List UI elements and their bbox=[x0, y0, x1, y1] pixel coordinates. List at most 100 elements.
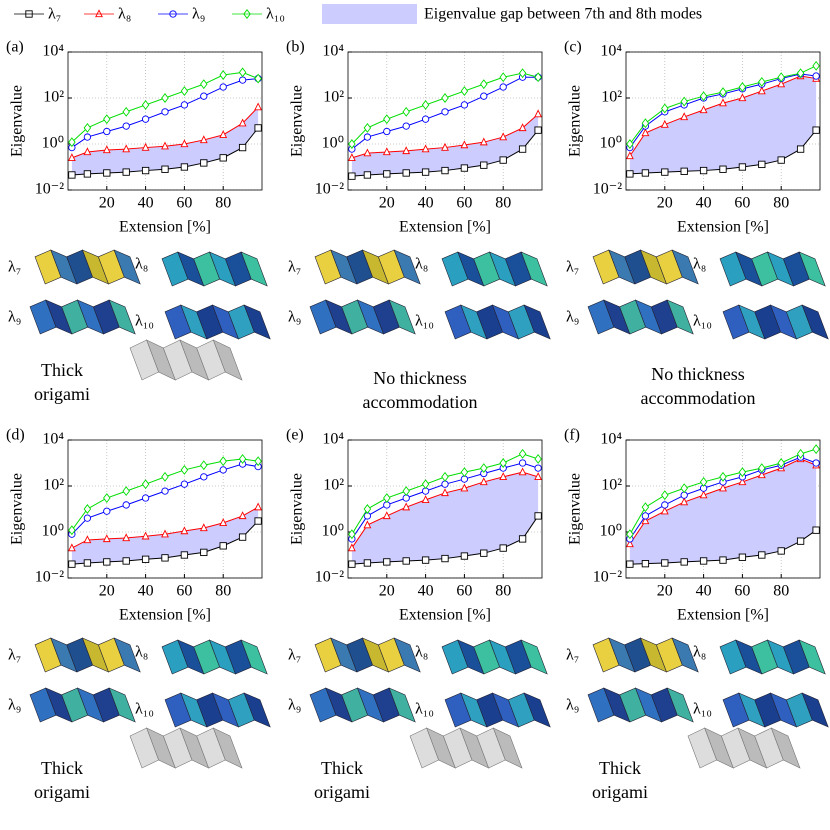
marker bbox=[141, 99, 150, 110]
marker bbox=[161, 165, 169, 173]
origami-panel bbox=[801, 692, 829, 728]
marker bbox=[402, 557, 410, 565]
y-tick-label: 10⁴ bbox=[600, 431, 622, 448]
marker bbox=[480, 92, 488, 100]
origami-panel bbox=[671, 637, 699, 673]
mode-label: λ₇ bbox=[8, 259, 21, 276]
marker bbox=[480, 161, 488, 169]
marker bbox=[421, 115, 430, 123]
marker bbox=[199, 135, 208, 144]
x-tick-label: 40 bbox=[138, 583, 154, 600]
marker bbox=[83, 514, 92, 522]
marker bbox=[796, 448, 805, 459]
origami-panel bbox=[388, 687, 416, 723]
origami-panel bbox=[113, 249, 141, 285]
origami-panel bbox=[212, 339, 243, 381]
origami-panel bbox=[770, 727, 801, 769]
marker bbox=[421, 168, 430, 176]
marker bbox=[238, 67, 247, 78]
marker bbox=[347, 153, 356, 161]
mode-label: λ₉ bbox=[288, 697, 301, 714]
mode-label: λ₇ bbox=[288, 259, 301, 276]
origami-panel bbox=[798, 251, 826, 287]
marker bbox=[383, 127, 391, 136]
x-axis-label: Extension [%] bbox=[677, 607, 769, 624]
mode-label: λ₈ bbox=[415, 644, 428, 661]
marker bbox=[161, 554, 169, 562]
origami-panel bbox=[113, 637, 141, 673]
marker bbox=[219, 542, 227, 550]
marker bbox=[699, 490, 708, 499]
marker bbox=[719, 165, 727, 173]
panel-label: (b) bbox=[286, 39, 305, 56]
marker bbox=[122, 557, 130, 565]
origami-panel bbox=[108, 299, 136, 335]
marker bbox=[441, 142, 449, 151]
marker bbox=[796, 68, 805, 79]
origami-panel bbox=[523, 304, 551, 340]
marker bbox=[460, 101, 469, 109]
legend-marker bbox=[243, 9, 251, 19]
mode-label: λ₁₀ bbox=[693, 313, 712, 330]
marker bbox=[383, 114, 391, 125]
marker bbox=[534, 464, 542, 472]
marker bbox=[200, 548, 208, 557]
marker bbox=[499, 83, 507, 91]
marker bbox=[347, 543, 356, 552]
marker bbox=[680, 96, 688, 107]
marker bbox=[421, 479, 430, 490]
marker bbox=[518, 68, 527, 79]
mode-label: λ₇ bbox=[566, 259, 579, 276]
y-tick-label: 10⁴ bbox=[600, 43, 622, 60]
marker bbox=[161, 141, 169, 150]
marker bbox=[103, 558, 111, 566]
mode-label: λ₈ bbox=[135, 256, 148, 273]
plot-frame bbox=[347, 439, 543, 579]
marker bbox=[83, 147, 92, 156]
marker bbox=[812, 526, 820, 534]
marker bbox=[238, 143, 247, 152]
legend-swatch bbox=[322, 4, 417, 24]
marker bbox=[254, 124, 262, 132]
marker bbox=[254, 502, 263, 511]
mode-label: λ₉ bbox=[8, 697, 21, 714]
y-tick-label: 10⁴ bbox=[42, 43, 64, 60]
caption: Thick bbox=[321, 758, 363, 778]
mode-label: λ₁₀ bbox=[135, 701, 154, 718]
panel-label: (a) bbox=[6, 39, 24, 56]
marker bbox=[68, 560, 76, 568]
marker bbox=[238, 76, 247, 84]
marker bbox=[348, 139, 356, 149]
marker bbox=[238, 533, 247, 541]
marker bbox=[441, 93, 449, 103]
mode-label: λ₈ bbox=[693, 256, 706, 273]
x-tick-label: 20 bbox=[99, 195, 115, 212]
x-axis-label: Extension [%] bbox=[119, 219, 211, 236]
marker bbox=[161, 108, 169, 116]
marker bbox=[534, 72, 542, 83]
marker bbox=[200, 92, 208, 100]
panel-label: (c) bbox=[564, 39, 582, 56]
gap-area bbox=[71, 107, 259, 175]
marker bbox=[757, 470, 766, 479]
marker bbox=[141, 166, 150, 175]
marker bbox=[103, 114, 111, 125]
x-tick-label: 20 bbox=[379, 583, 395, 600]
marker bbox=[141, 479, 150, 490]
y-tick-label: 10⁻² bbox=[315, 569, 344, 586]
x-tick-label: 80 bbox=[773, 195, 789, 212]
x-tick-label: 60 bbox=[734, 195, 750, 212]
x-tick-label: 20 bbox=[379, 195, 395, 212]
marker bbox=[460, 164, 469, 172]
gap-area bbox=[629, 76, 817, 174]
x-tick-label: 40 bbox=[418, 583, 434, 600]
x-tick-label: 80 bbox=[773, 583, 789, 600]
marker bbox=[641, 128, 650, 137]
y-tick-label: 10⁻² bbox=[315, 181, 344, 198]
caption: origami bbox=[592, 782, 648, 802]
marker bbox=[641, 502, 650, 513]
marker bbox=[680, 167, 688, 175]
marker bbox=[103, 169, 111, 177]
y-tick-label: 10⁻² bbox=[35, 569, 64, 586]
